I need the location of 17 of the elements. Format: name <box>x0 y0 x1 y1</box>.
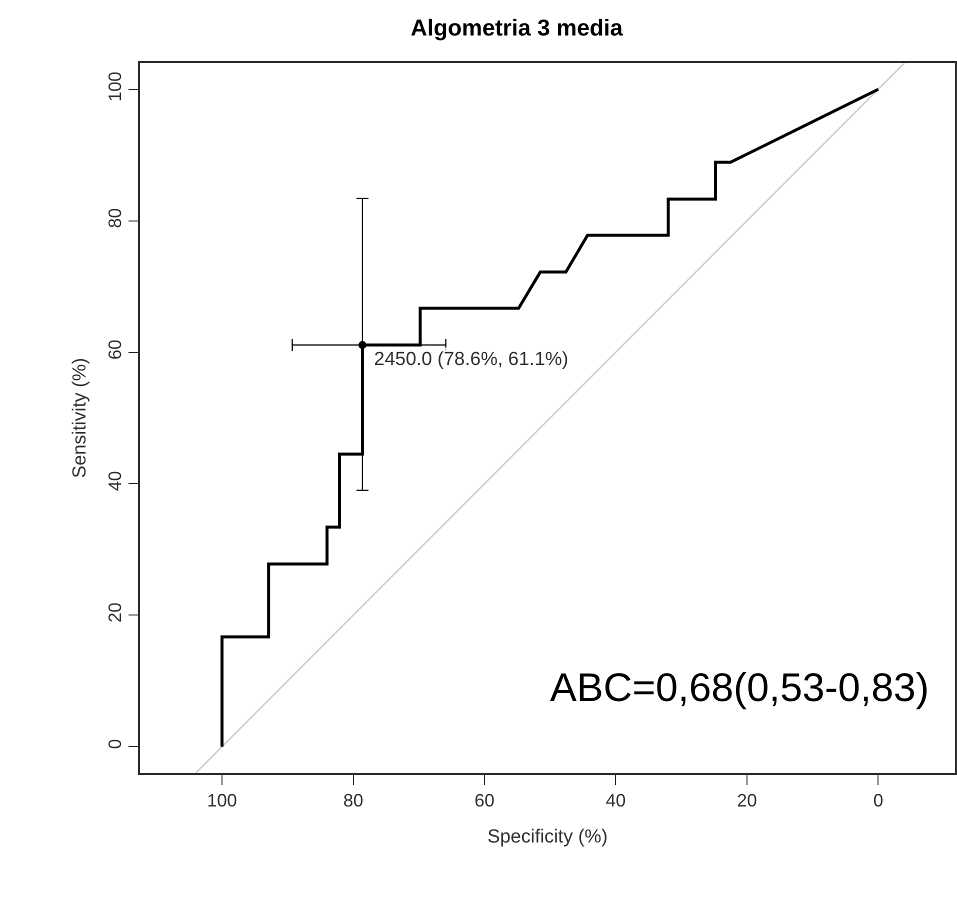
x-tick-label: 20 <box>736 790 757 810</box>
x-tick-label: 80 <box>343 790 364 810</box>
annotation: 2450.0 (78.6%, 61.1%) <box>374 349 568 370</box>
chart-title: Algometria 3 media <box>410 14 624 40</box>
x-axis-title: Specificity (%) <box>487 826 608 848</box>
y-tick-label: 40 <box>105 471 126 492</box>
y-tick-label: 100 <box>105 72 126 102</box>
annotation: ABC=0,68(0,53-0,83) <box>550 666 930 710</box>
x-tick-label: 0 <box>873 790 884 810</box>
y-axis-title: Sensitivity (%) <box>69 358 90 478</box>
y-tick-label: 0 <box>105 738 126 750</box>
x-tick-label: 40 <box>606 790 626 810</box>
y-tick-label: 80 <box>105 208 126 228</box>
y-tick-label: 20 <box>105 602 126 623</box>
x-tick-label: 100 <box>206 790 238 810</box>
y-tick-label: 60 <box>105 340 126 360</box>
x-tick-label: 60 <box>474 790 495 810</box>
